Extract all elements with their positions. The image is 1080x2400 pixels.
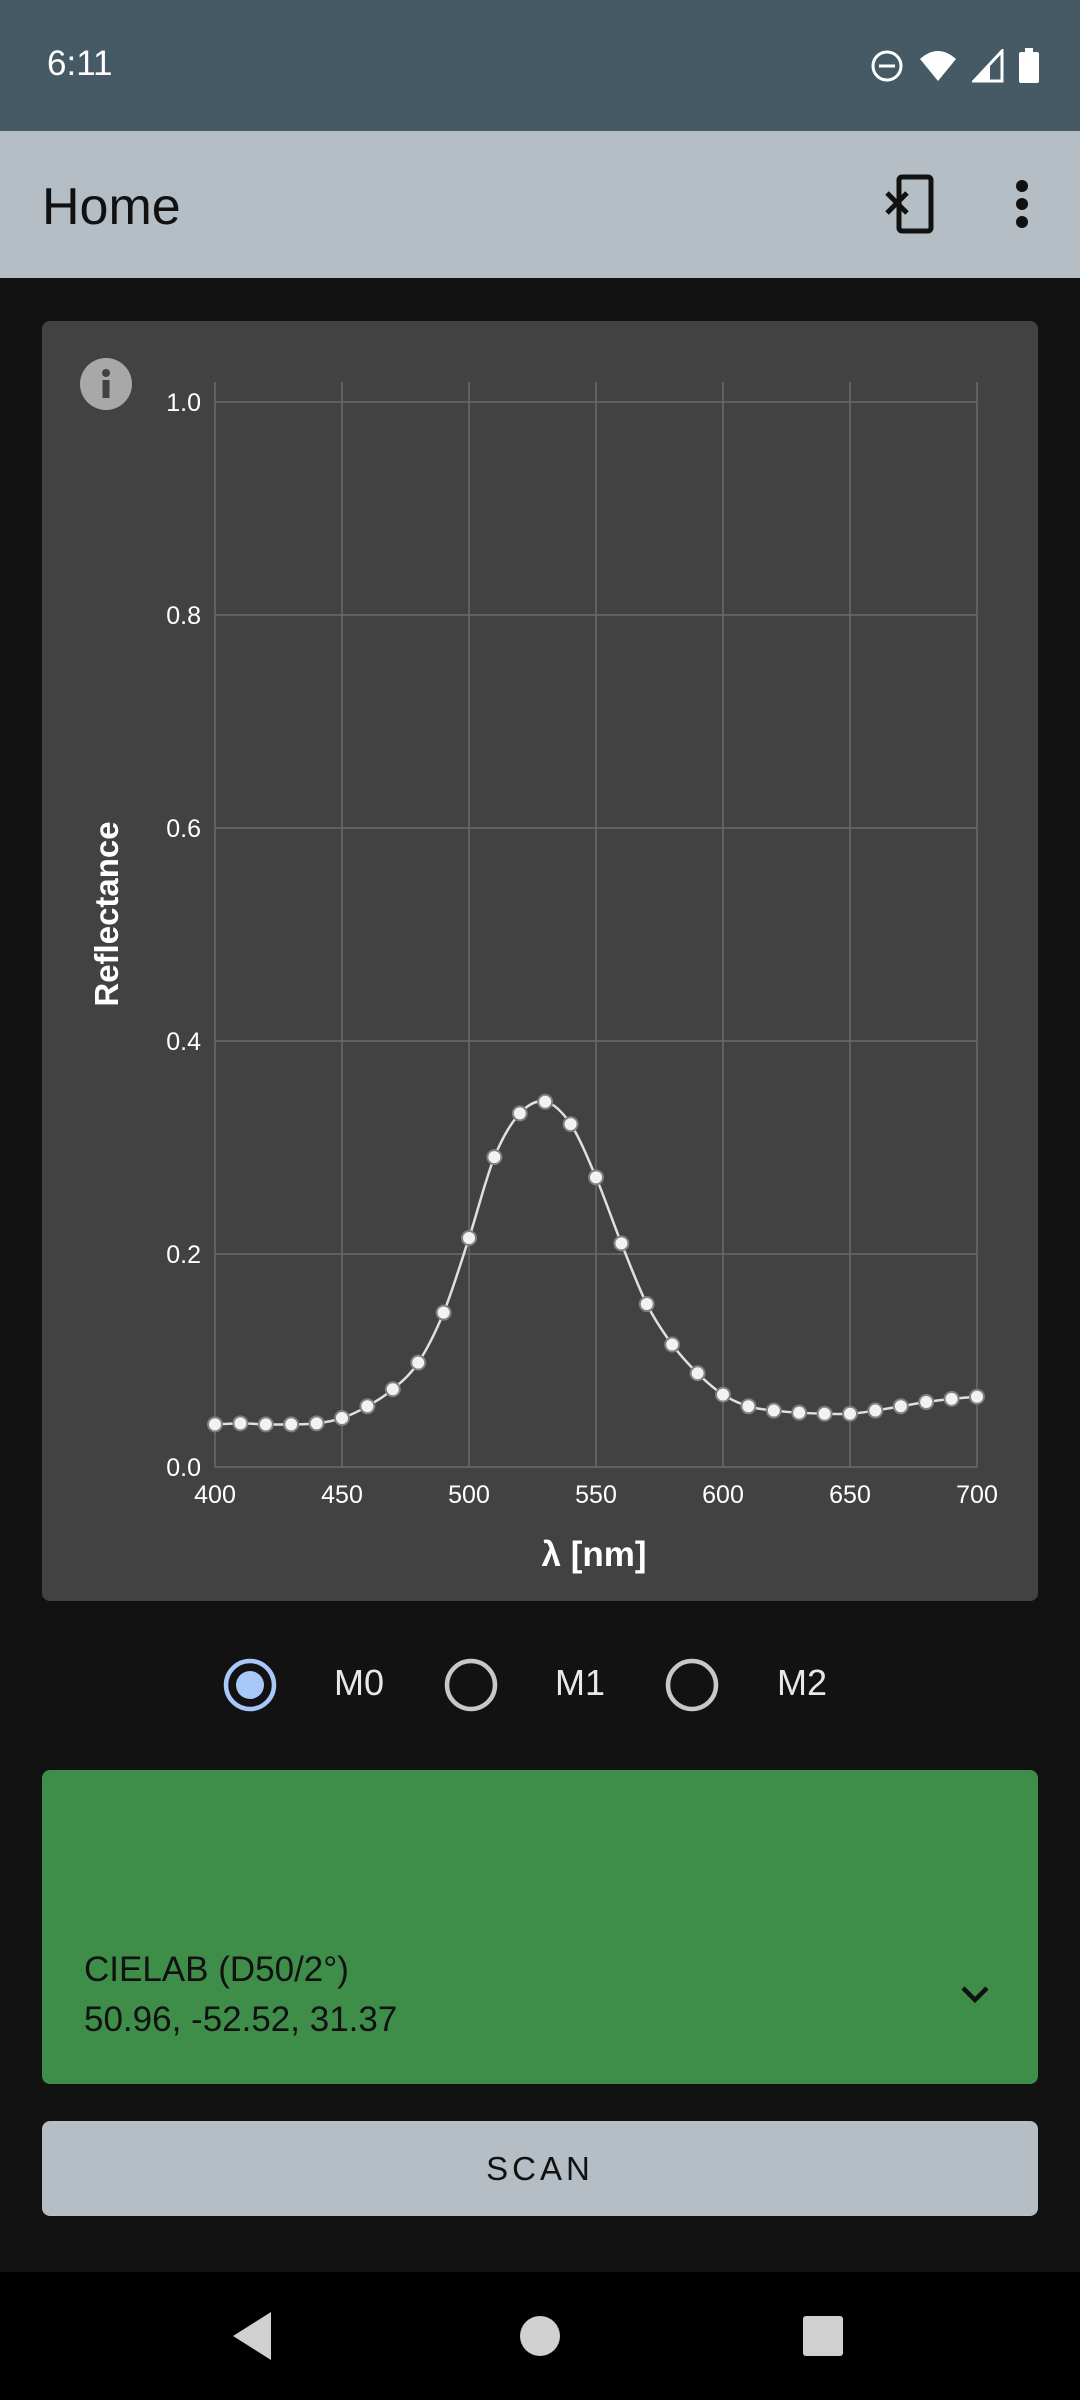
spectrum-chart-card: 400 450 500 550 600 650 700 0.0 0.2 0.4 0.6 0.8 1.0 … [42,321,1038,1601]
data-point [207,1416,223,1433]
x-tick-label: 500 [448,1481,490,1509]
disconnect-device-icon [885,174,934,234]
radio-m1[interactable] [444,1658,498,1712]
recents-icon [803,2316,843,2356]
data-point [334,1410,350,1427]
chevron-down-icon [961,1986,989,2004]
chart-grid [214,382,978,1468]
scan-button[interactable]: SCAN [42,2121,1038,2216]
measurement-mode-group: M0 M1 M2 [0,1640,1080,1730]
data-point [461,1230,477,1247]
data-point [765,1402,782,1419]
y-tick-label: 0.0 [166,1454,201,1482]
status-icons [870,44,1040,88]
y-tick-label: 1.0 [166,389,201,417]
data-point [842,1405,858,1422]
data-point [308,1415,325,1432]
info-icon [80,358,132,410]
back-icon [233,2312,271,2360]
x-axis-label: λ [nm] [542,1535,647,1574]
chart-series [207,1093,985,1433]
data-point [562,1116,579,1133]
data-point [791,1404,808,1421]
do-not-disturb-icon [871,50,903,82]
data-point [410,1354,427,1371]
color-values: 50.96, -52.52, 31.37 [84,2000,398,2039]
more-vert-icon [1016,180,1028,228]
data-point [384,1381,401,1398]
status-bar: 6:11 [0,0,1080,131]
data-point [283,1416,300,1433]
nav-home-button[interactable] [510,2306,570,2366]
wifi-icon [920,51,956,81]
y-tick-label: 0.6 [166,815,201,843]
data-point [486,1149,503,1166]
data-point [816,1405,833,1422]
radio-label-m0: M0 [334,1662,385,1703]
data-point [969,1388,985,1405]
data-point [715,1386,731,1403]
data-point [257,1416,274,1433]
page-title: Home [42,178,181,236]
y-tick-label: 0.2 [166,1241,201,1269]
expand-button[interactable] [950,1970,1000,2020]
reflectance-chart: 400 450 500 550 600 650 7000.00.20.40.60.81.0 … [88,382,998,1574]
data-point [892,1398,909,1415]
nav-recents-button[interactable] [793,2306,853,2366]
y-tick-label: 0.4 [166,1028,201,1056]
radio-m2[interactable] [665,1658,719,1712]
data-point [867,1402,884,1419]
data-point [435,1304,452,1321]
data-point [588,1169,604,1186]
x-tick-label: 700 [956,1481,998,1509]
app-bar: Home [0,131,1080,278]
data-point [689,1365,706,1382]
battery-icon [1019,48,1039,83]
nav-back-button[interactable] [225,2306,285,2366]
radio-label-m2: M2 [777,1662,828,1703]
color-result-card[interactable]: CIELAB (D50/2°) 50.96, -52.52, 31.37 [42,1770,1038,2084]
chart-ticks: 400 450 500 550 600 650 700 0.0 0.2 0.4 0.6 0.8 1.0 [166,389,998,1509]
x-tick-label: 400 [194,1481,236,1509]
color-space-label: CIELAB (D50/2°) [84,1950,349,1989]
x-tick-label: 550 [575,1481,617,1509]
data-point [740,1398,757,1415]
data-point [613,1235,630,1252]
y-axis-label: Reflectance [88,821,125,1006]
system-nav-bar [0,2272,1080,2400]
radio-label-m1: M1 [555,1662,606,1703]
more-options-button[interactable] [987,169,1057,239]
data-point [638,1296,655,1313]
home-icon [520,2316,560,2356]
data-point [537,1093,554,1110]
data-point [918,1394,935,1411]
disconnect-device-button[interactable] [876,169,946,239]
data-point [359,1398,376,1415]
data-point [232,1415,249,1432]
signal-icon [972,49,1004,83]
x-tick-label: 450 [321,1481,363,1509]
status-time: 6:11 [47,44,113,83]
y-tick-label: 0.8 [166,602,201,630]
x-tick-label: 600 [702,1481,744,1509]
radio-m0[interactable] [223,1658,277,1712]
data-point [664,1336,681,1353]
x-tick-label: 650 [829,1481,871,1509]
data-point [511,1105,528,1122]
data-point [943,1390,960,1407]
info-button[interactable] [79,357,133,411]
